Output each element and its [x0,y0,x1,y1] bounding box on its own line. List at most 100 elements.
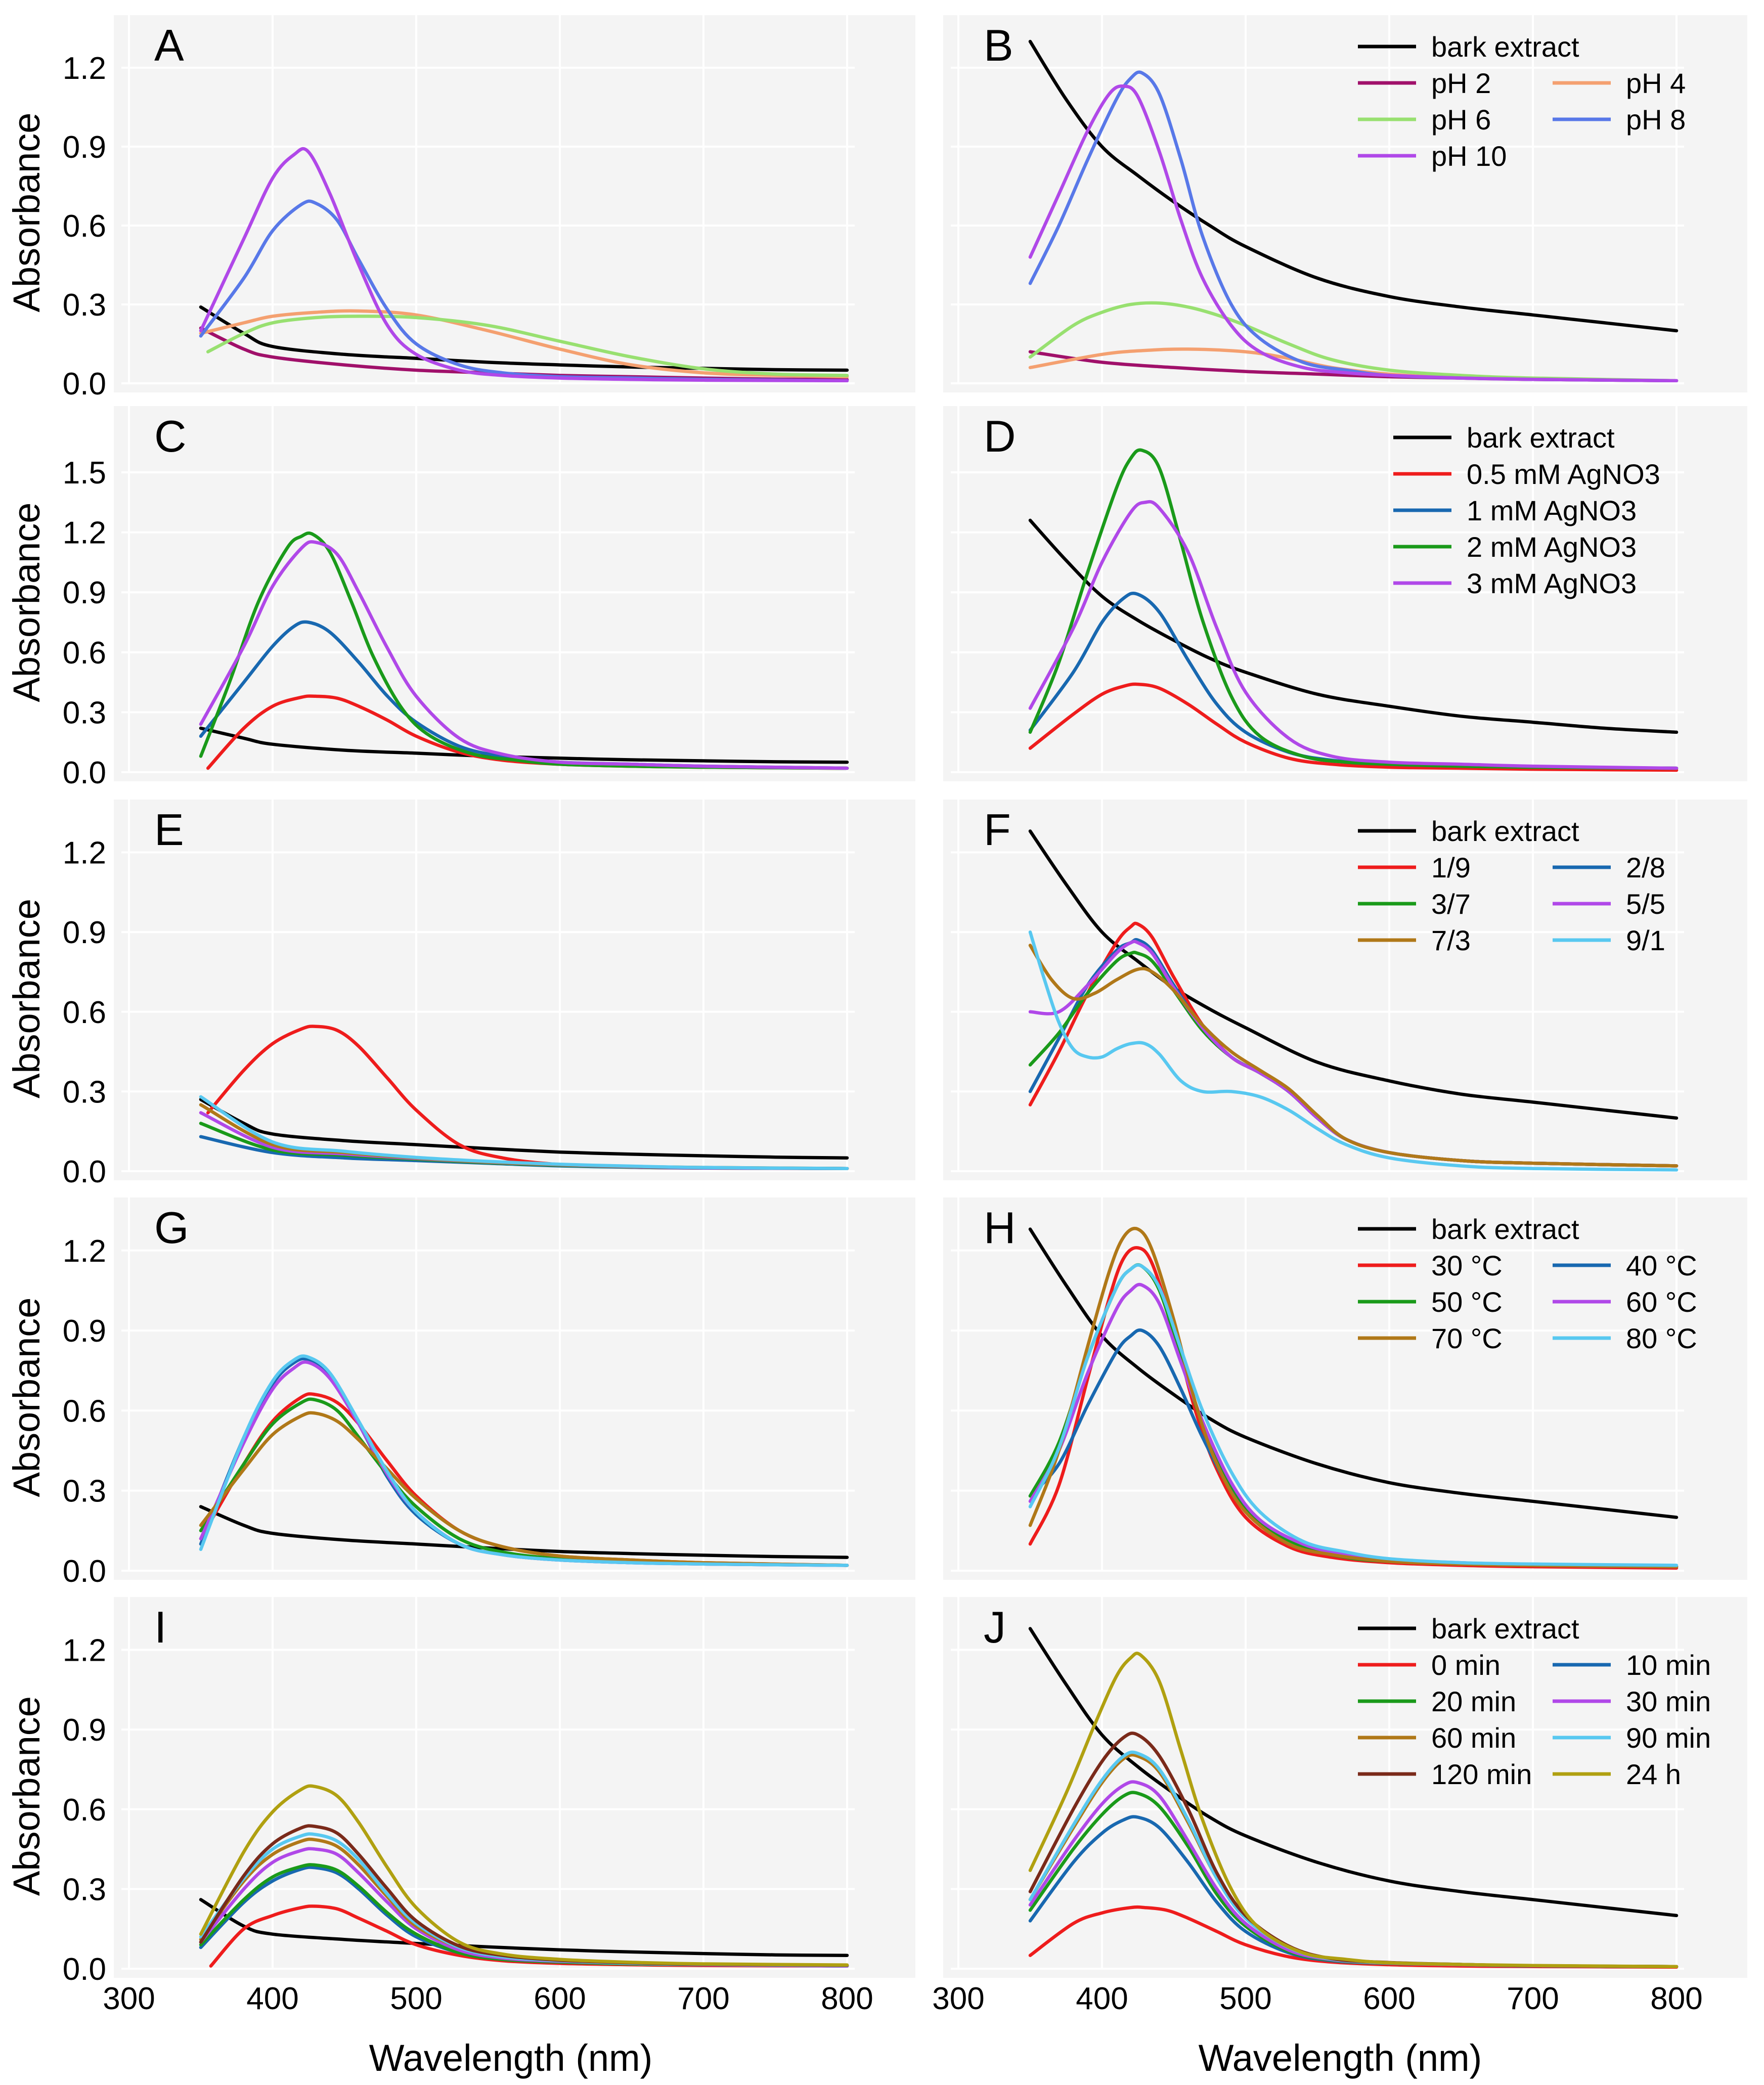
panel-letter: D [984,411,1016,461]
plot-background [943,406,1747,781]
x-tick-label: 500 [1219,1981,1271,2016]
panel-letter: H [984,1203,1016,1253]
series-line-ph-10 [1028,84,1679,383]
plot-background [943,800,1747,1180]
y-axis-title: Absorbance [6,113,48,313]
panel-letter: E [154,805,184,855]
y-tick-label: 0.9 [63,1314,106,1349]
plot-background [943,1597,1747,1978]
panel-a: 0.0 0.3 0.6 0.9 1.2 Absorbance A [6,15,915,402]
legend-label: 9/1 [1626,924,1665,956]
legend-label: 120 min [1431,1758,1532,1790]
legend-label: bark extract [1431,31,1579,63]
panel-i: 0.0 0.3 0.6 0.9 1.2 Absorbance 300 400 500 600 700… [6,1597,915,2016]
panel-j: 300 400 500 600 700 800 J bark extract 0 min 10 m… [932,1597,1747,2016]
series-line-bark-extract [1028,1227,1679,1519]
legend-label: pH 10 [1431,140,1507,172]
series-line-bark-extract [199,1097,849,1160]
plot-background [943,15,1747,392]
series-line-24-h [199,1784,849,1967]
legend: bark extract 30 °C 40 °C 50 °C 60 °C 70 °C 80 … [1358,1213,1697,1354]
legend-label: bark extract [1431,1213,1579,1245]
y-tick-label: 0.3 [63,695,106,730]
legend-label: 30 min [1626,1685,1711,1717]
series-line-2-mm-agno3 [199,531,849,770]
legend-label: 7/3 [1431,924,1471,956]
legend-label: 0 min [1431,1649,1501,1681]
legend-label: 90 min [1626,1722,1711,1754]
x-tick-label: 700 [1507,1981,1559,2016]
y-tick-label: 0.9 [63,575,106,610]
y-tick-label: 0.0 [63,367,106,402]
y-tick-label: 0.9 [63,915,106,950]
plot-background [114,1597,915,1978]
y-tick-label: 0.9 [63,1713,106,1748]
panel-letter: J [984,1602,1006,1652]
panel-letter: C [154,411,187,461]
legend-label: 70 °C [1431,1322,1503,1354]
x-axis-title-right: Wavelength (nm) [1199,2037,1482,2079]
legend-label: bark extract [1431,1613,1579,1645]
legend-label: 2/8 [1626,852,1665,883]
y-tick-label: 0.3 [63,1075,106,1110]
y-tick-label: 0.3 [63,288,106,323]
legend-label: pH 6 [1431,104,1491,136]
series-line-bark-extract [1028,829,1679,1120]
series-line-bark-extract [199,305,849,372]
x-tick-label: 400 [1076,1981,1128,2016]
series-line-9-1 [199,1095,849,1170]
legend-label: 0.5 mM AgNO3 [1467,458,1660,490]
series-line-bark-extract [199,1898,849,1957]
series-line-bark-extract [1028,1627,1679,1918]
legend-label: pH 2 [1431,67,1491,99]
series-line-80-degc [1028,1263,1679,1567]
series-line-7-3 [1028,944,1679,1168]
series-line-ph-6 [1028,301,1679,383]
y-tick-label: 0.0 [63,1155,106,1189]
x-tick-label: 300 [103,1981,155,2016]
legend-label: 80 °C [1626,1322,1697,1354]
legend-label: 2 mM AgNO3 [1467,531,1637,563]
series-line-bark-extract [199,1505,849,1559]
plot-background [114,1197,915,1580]
panel-letter: G [154,1203,189,1253]
legend: bark extract 0 min 10 min 20 min 30 min 60 mi… [1358,1613,1711,1790]
y-tick-label: 1.5 [63,456,106,491]
legend-label: 1/9 [1431,852,1471,883]
series-line-24-h [1028,1652,1679,1969]
panel-e: 0.0 0.3 0.6 0.9 1.2 Absorbance E [6,800,915,1189]
legend-label: bark extract [1467,422,1615,454]
y-tick-label: 1.2 [63,1633,106,1668]
y-tick-label: 0.6 [63,995,106,1030]
panel-letter: F [984,805,1011,855]
y-tick-label: 0.0 [63,1554,106,1589]
legend-label: 5/5 [1626,888,1665,920]
series-line-70-degc [199,1411,849,1567]
legend-label: 50 °C [1431,1286,1503,1318]
panel-letter: B [984,20,1013,70]
legend-label: 3/7 [1431,888,1471,920]
y-tick-label: 0.6 [63,636,106,671]
legend-label: bark extract [1431,815,1579,847]
series-line-bark-extract [1028,518,1679,734]
legend-label: pH 8 [1626,104,1686,136]
series-line-ph-4 [199,309,849,379]
x-tick-label: 600 [1363,1981,1415,2016]
y-tick-label: 1.2 [63,516,106,551]
x-axis-title-left: Wavelength (nm) [369,2037,653,2079]
legend-label: pH 4 [1626,67,1686,99]
legend: bark extract 0.5 mM AgNO3 1 mM AgNO3 2 mM A… [1393,422,1660,599]
x-tick-label: 600 [534,1981,586,2016]
y-axis-title: Absorbance [6,503,48,702]
y-axis-title: Absorbance [6,1696,48,1896]
legend-label: 60 °C [1626,1286,1697,1318]
panel-c: 0.0 0.3 0.6 0.9 1.2 1.5 Absorbance C [6,406,915,790]
plot-background [114,800,915,1180]
y-tick-label: 0.3 [63,1872,106,1907]
series-line-3-mm-agno3 [1028,500,1679,770]
series-line-80-degc [199,1354,849,1567]
